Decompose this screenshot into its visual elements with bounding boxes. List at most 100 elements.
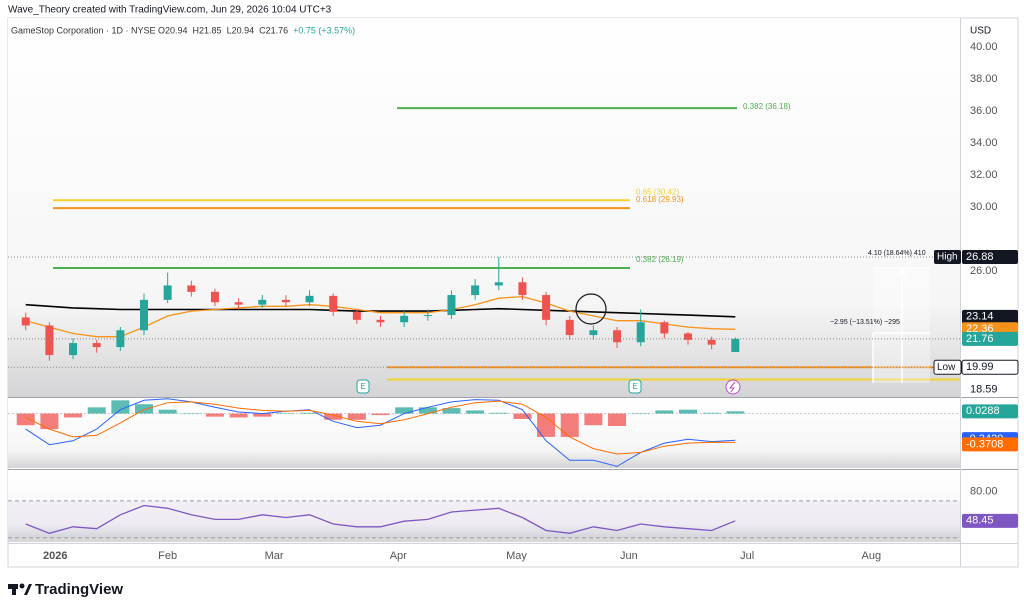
value-badge (962, 513, 1018, 528)
candle-body (329, 295, 338, 312)
macd-line (25, 398, 736, 467)
logo: TradingView (8, 581, 123, 598)
histogram-bar (40, 413, 59, 430)
candle-body (69, 343, 78, 356)
candle-body (613, 330, 622, 343)
axis-unit: USD (970, 26, 991, 37)
candle-body (352, 311, 361, 320)
histogram-bar (205, 413, 224, 417)
price-badge-name: Low (937, 362, 956, 373)
histogram-bar (347, 413, 366, 420)
split-icon (725, 379, 741, 395)
x-tick-label: Aug (862, 550, 882, 562)
histogram-bar (16, 413, 35, 426)
histogram-bar (655, 410, 674, 414)
candle-body (565, 319, 574, 336)
level-label: 0.382 (36.18) (743, 102, 791, 111)
symbol-title: GameStop Corporation · 1D · NYSE (11, 25, 156, 35)
histogram-bar (158, 409, 177, 414)
x-tick-label: 2026 (43, 550, 67, 562)
y-tick-label: 34.00 (970, 137, 998, 149)
annotation-circle (575, 293, 607, 325)
x-tick-label: Feb (158, 550, 177, 562)
histogram-bar (631, 413, 650, 415)
ohlc-legend: C21.76 (259, 25, 288, 35)
histogram-bar (702, 412, 721, 414)
price-badge (962, 249, 1018, 264)
value-badge-text: 48.45 (966, 515, 994, 527)
histogram-bar (276, 413, 295, 415)
candle-body (518, 282, 527, 296)
y-tick-label: 80.00 (970, 485, 998, 497)
price-badge-tag (933, 359, 962, 375)
rsi-band (8, 500, 960, 538)
histogram-bar (135, 404, 153, 414)
candle-body (210, 291, 219, 303)
candle-body (731, 338, 740, 353)
earnings-icon (356, 379, 370, 394)
candle-body (234, 302, 243, 305)
histogram-bar (513, 413, 532, 419)
price-badge (961, 359, 1019, 375)
histogram-bar (584, 413, 603, 426)
price-badge (962, 309, 1018, 324)
histogram-bar (679, 409, 697, 414)
value-badge-text: -0.3708 (966, 438, 1003, 450)
y-tick-label: 38.00 (970, 73, 998, 85)
earnings-icon (628, 379, 642, 394)
histogram-bar (489, 412, 508, 414)
candle-body (21, 317, 30, 326)
histogram-bar (726, 411, 745, 414)
histogram-bar (560, 413, 579, 437)
x-tick-label: Jul (740, 550, 754, 562)
histogram-bar (87, 407, 106, 414)
measure-label: 4.10 (18.64%) 410 (868, 250, 926, 257)
price-badge-value: 19.99 (966, 361, 994, 373)
macd-line (25, 400, 736, 455)
logo-mark (12, 584, 16, 595)
histogram-bar (608, 413, 627, 426)
rsi-line (25, 504, 736, 534)
x-tick-label: Mar (265, 550, 284, 562)
candle-body (281, 299, 290, 303)
candle-body (494, 282, 503, 286)
histogram-bar (466, 410, 485, 414)
price-label: 18.59 (970, 384, 998, 396)
candle-body (684, 333, 692, 340)
histogram-bar (442, 408, 461, 414)
split-glyph (728, 381, 736, 393)
candle-body (116, 330, 125, 348)
price-badge (962, 331, 1018, 346)
histogram-bar (395, 407, 414, 414)
logo-mark (19, 583, 25, 589)
histogram-bar (324, 413, 343, 420)
candle-body (258, 299, 267, 305)
level-label: 0.382 (26.19) (636, 255, 684, 264)
histogram-bar (229, 413, 248, 418)
price-badge-value: 23.14 (966, 311, 994, 323)
measure-arrow (895, 268, 909, 383)
ohlc-legend: L20.94 (227, 25, 255, 35)
level-label: 0.618 (29.93) (636, 195, 684, 204)
attribution: Wave_Theory created with TradingView.com… (8, 5, 332, 16)
measure-label: −2.95 (−13.51%) −295 (830, 319, 900, 326)
ohlc-legend: +0.75 (+3.57%) (293, 25, 355, 35)
candle-body (660, 322, 669, 334)
price-badge-value: 21.76 (966, 333, 994, 345)
histogram-bar (418, 407, 437, 414)
ohlc-legend: H21.85 (193, 25, 222, 35)
earnings-label: E (632, 382, 637, 391)
y-tick-label: 26.00 (970, 265, 998, 277)
y-tick-label: 32.00 (970, 169, 998, 181)
histogram-bar (537, 413, 556, 437)
candle-body (92, 343, 101, 348)
x-tick-label: Jun (620, 550, 638, 562)
level-label: 0.65 (30.42) (636, 187, 679, 196)
ohlc-legend: O20.94 (158, 25, 188, 35)
candle-body (400, 315, 409, 323)
histogram-bar (300, 412, 319, 414)
price-badge-tag (934, 249, 961, 264)
brand: TradingView (35, 581, 123, 598)
y-tick-label: 30.00 (970, 201, 998, 213)
